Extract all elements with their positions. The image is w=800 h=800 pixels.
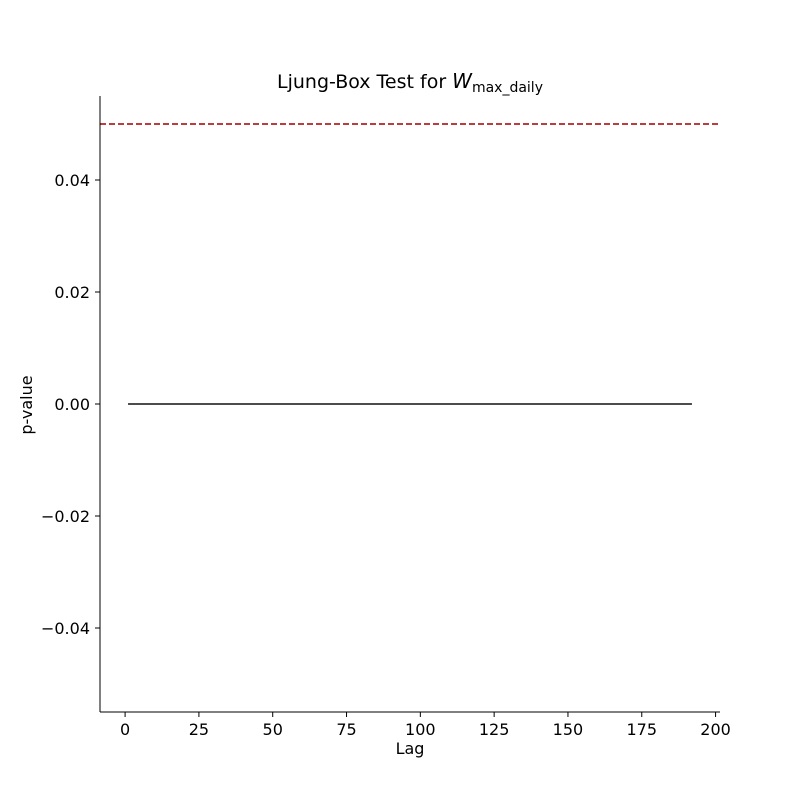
y-tick-label: 0.04 xyxy=(54,171,90,190)
y-axis-ticks: −0.04 −0.02 0.00 0.02 0.04 xyxy=(41,171,100,638)
y-tick-label: 0.02 xyxy=(54,283,90,302)
x-tick-label: 125 xyxy=(479,720,510,739)
chart-title-symbol: W xyxy=(452,69,473,93)
chart-title: Ljung-Box Test for Wmax_daily xyxy=(277,69,543,96)
x-tick-label: 50 xyxy=(263,720,283,739)
y-tick-label: 0.00 xyxy=(54,395,90,414)
y-tick-label: −0.02 xyxy=(41,507,90,526)
x-tick-label: 75 xyxy=(336,720,356,739)
x-tick-label: 175 xyxy=(626,720,657,739)
chart-title-subscript: max_daily xyxy=(472,80,543,96)
x-tick-label: 25 xyxy=(189,720,209,739)
chart-title-prefix: Ljung-Box Test for xyxy=(277,71,452,93)
x-tick-label: 100 xyxy=(405,720,436,739)
x-tick-label: 200 xyxy=(700,720,731,739)
x-tick-label: 150 xyxy=(553,720,584,739)
y-axis-label: p-value xyxy=(17,375,36,434)
x-axis-ticks: 0 25 50 75 100 125 150 175 200 xyxy=(120,712,731,739)
x-tick-label: 0 xyxy=(120,720,130,739)
y-tick-label: −0.04 xyxy=(41,619,90,638)
plot-area xyxy=(100,123,720,405)
x-axis-label: Lag xyxy=(396,739,425,758)
